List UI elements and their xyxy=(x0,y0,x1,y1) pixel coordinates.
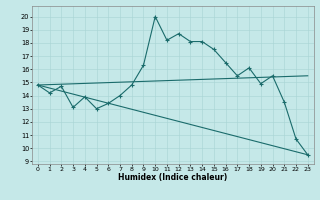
X-axis label: Humidex (Indice chaleur): Humidex (Indice chaleur) xyxy=(118,173,228,182)
